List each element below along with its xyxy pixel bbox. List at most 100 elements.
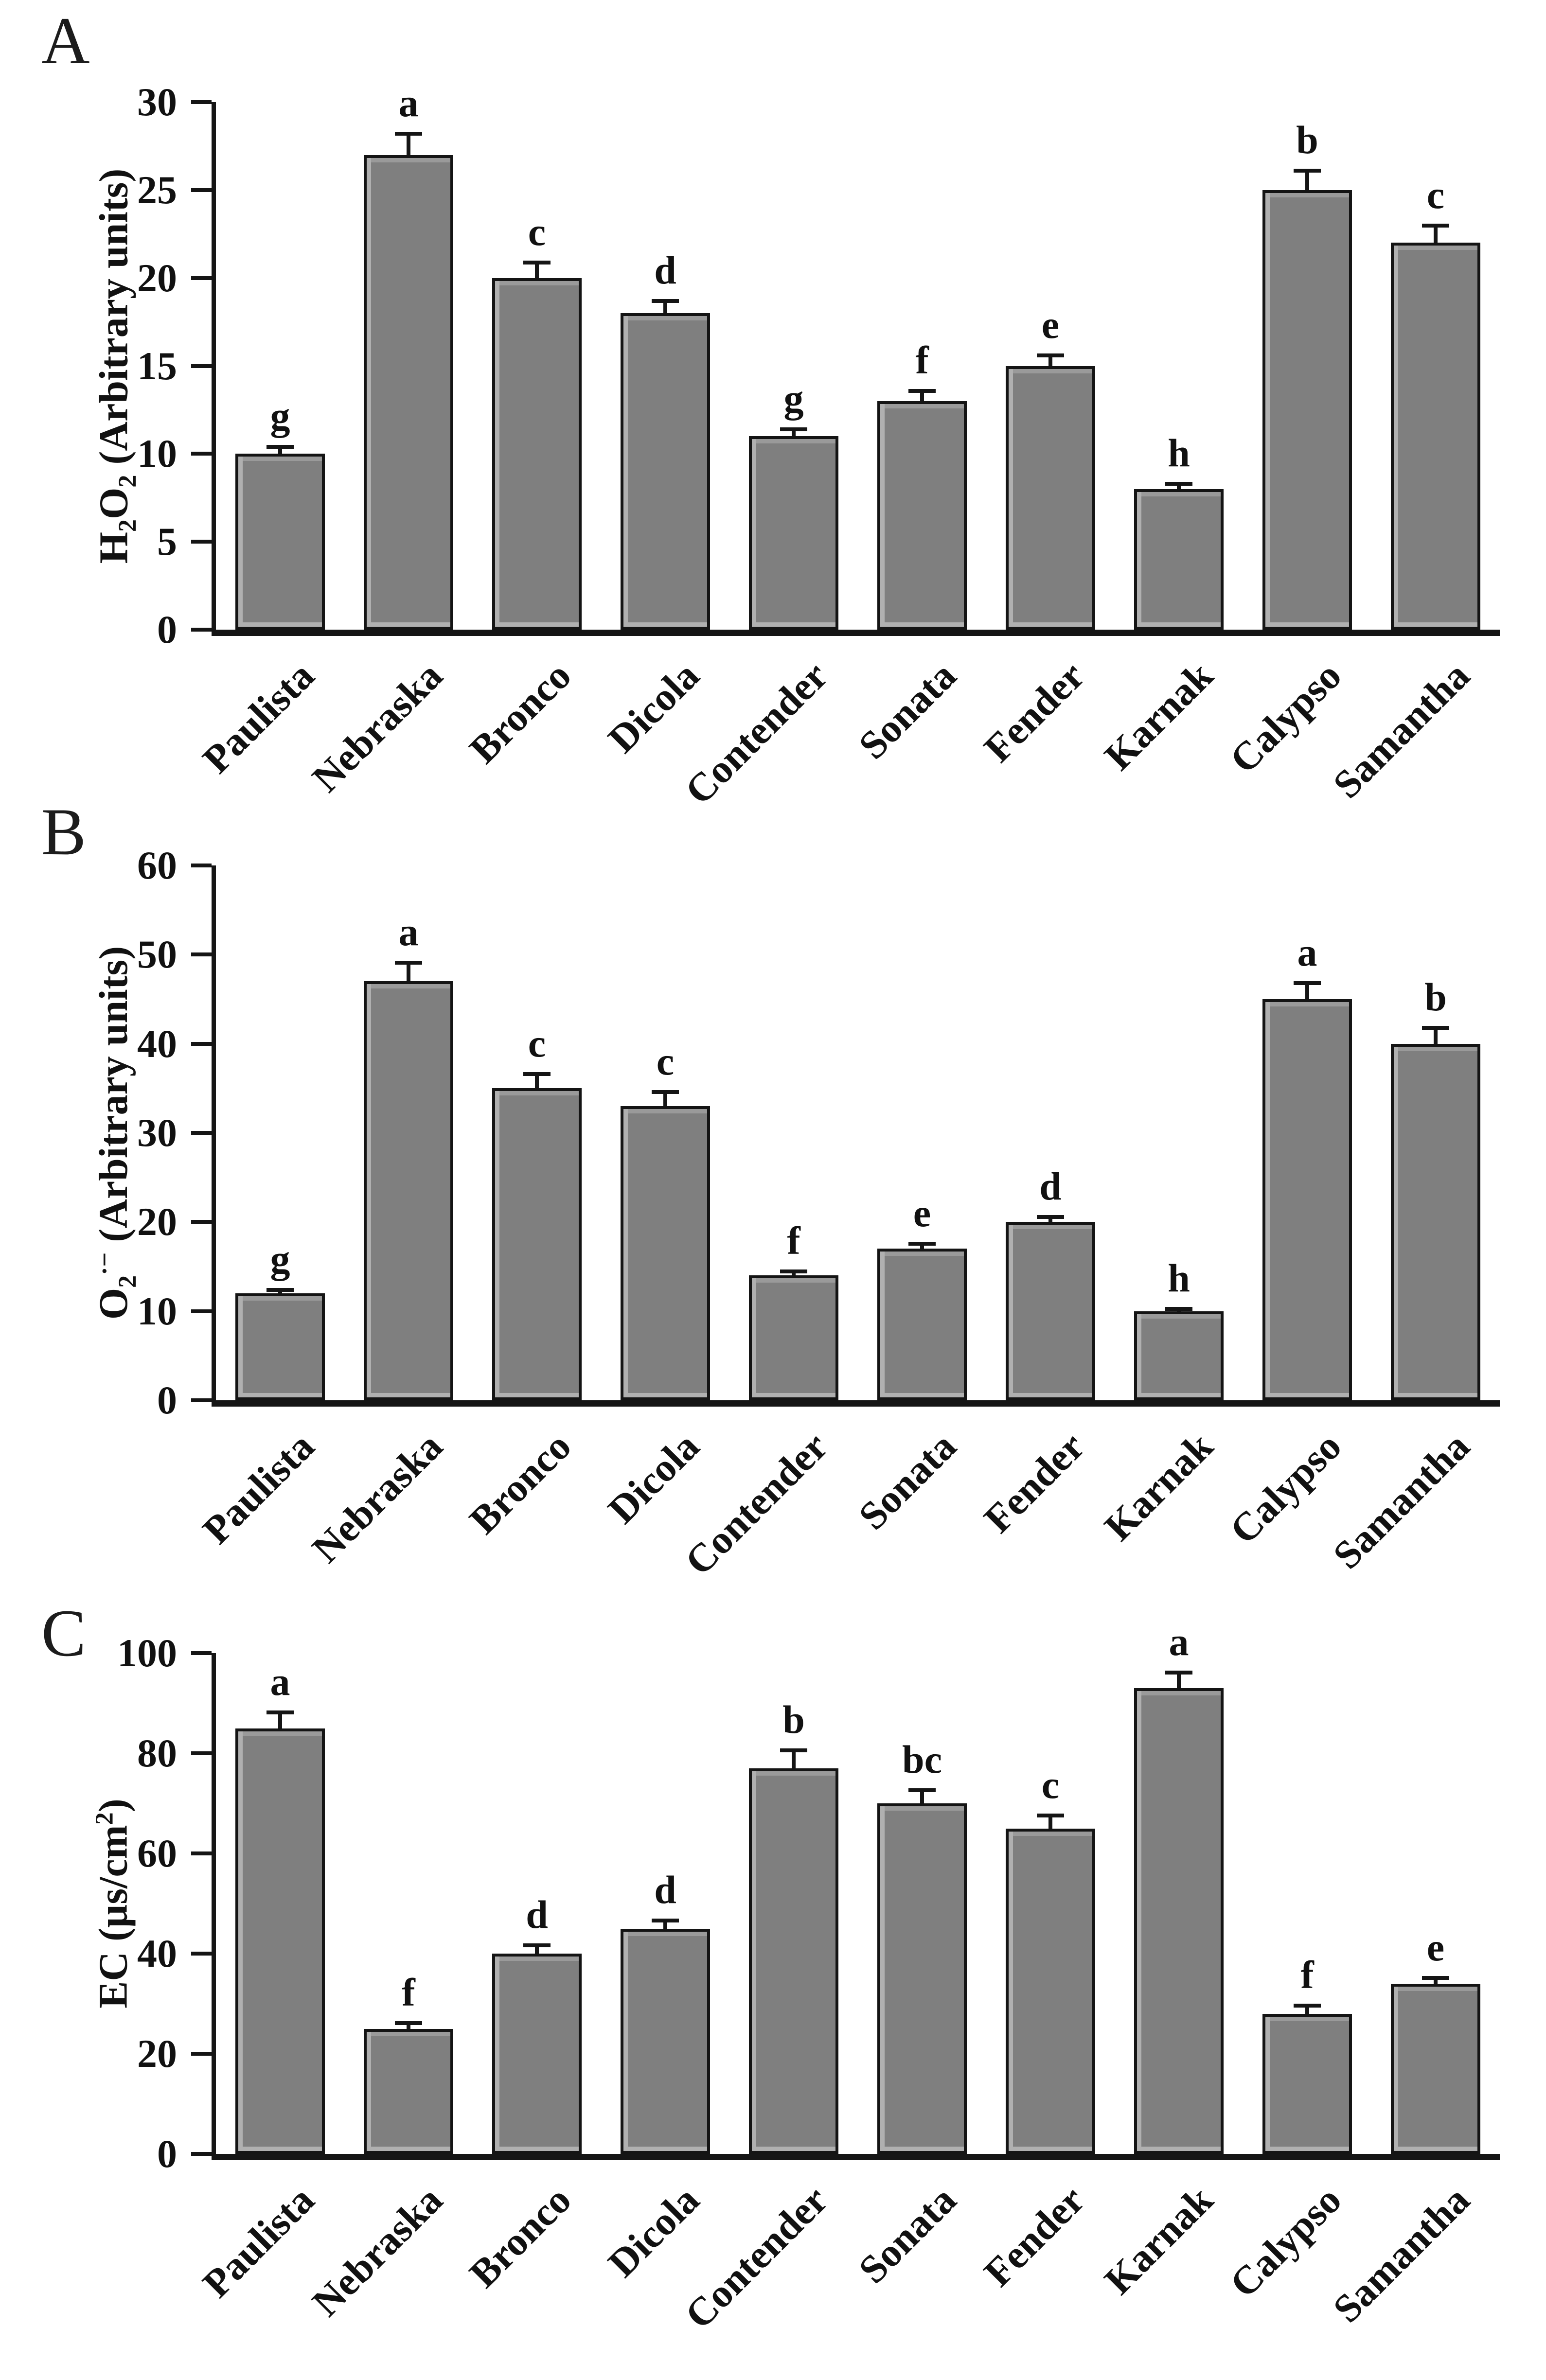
bar-slot: b xyxy=(1371,865,1500,1400)
y-axis-tick xyxy=(191,540,212,544)
bar-slot: c xyxy=(986,1653,1115,2154)
error-bar xyxy=(407,961,410,982)
y-axis-tick-label: 30 xyxy=(137,80,177,124)
error-bar-cap xyxy=(1422,223,1449,228)
bar-slot: d xyxy=(601,102,729,630)
x-axis-label: Fender xyxy=(975,2177,1093,2295)
y-axis-tick xyxy=(191,188,212,192)
x-axis-label: Calypso xyxy=(1221,653,1350,782)
bar xyxy=(1390,1043,1481,1400)
bar xyxy=(492,1954,582,2154)
error-bar xyxy=(663,299,667,313)
significance-letter: e xyxy=(1426,1925,1445,1970)
bar-slot: f xyxy=(858,102,986,630)
y-axis-tick-label: 40 xyxy=(137,1931,177,1975)
y-axis-tick-label: 15 xyxy=(137,343,177,388)
bar xyxy=(748,1768,839,2154)
y-axis-tick-label: 0 xyxy=(157,2132,177,2176)
error-bar-cap xyxy=(395,132,422,136)
bar xyxy=(877,401,967,630)
error-bar-cap xyxy=(1037,353,1064,358)
error-bar xyxy=(920,388,924,401)
x-axis-label: Calypso xyxy=(1221,2177,1350,2306)
plot-area-B: O2·− (Arbitrary units) 0 10 20 30 40 50 60 g Paul… xyxy=(91,846,1500,1584)
error-bar xyxy=(1177,1671,1181,1689)
significance-letter: h xyxy=(1168,431,1190,476)
significance-letter: e xyxy=(1041,302,1060,347)
error-bar-cap xyxy=(1422,1026,1449,1030)
bar xyxy=(1262,2013,1352,2154)
bar xyxy=(1390,1983,1481,2154)
error-bar-cap xyxy=(395,2021,422,2026)
bar-slot: g xyxy=(216,102,344,630)
y-axis-tick-label: 20 xyxy=(137,1199,177,1244)
x-axis-label: Karnak xyxy=(1096,1424,1222,1550)
significance-letter: c xyxy=(1426,172,1445,217)
error-bar-cap xyxy=(267,1288,294,1292)
error-bar xyxy=(535,1072,539,1089)
y-axis-tick xyxy=(191,100,212,104)
bar-slot: a xyxy=(344,865,473,1400)
error-bar xyxy=(1434,223,1438,243)
panel-C: C EC (µs/cm2) 0 20 40 60 80 100 a Paulista f Nebra… xyxy=(0,1587,1546,2380)
significance-letter: a xyxy=(398,81,419,125)
bar xyxy=(235,1293,325,1400)
bar-slot: f xyxy=(729,865,858,1400)
bar xyxy=(1005,1828,1096,2154)
bar xyxy=(877,1803,967,2154)
significance-letter: c xyxy=(528,209,546,254)
significance-letter: h xyxy=(1168,1255,1190,1300)
x-axis-label: Bronco xyxy=(461,653,580,772)
bar-slot: c xyxy=(473,865,601,1400)
plot-area-A: H2O2 (Arbitrary units) 0 5 10 15 20 25 30 g Pauli… xyxy=(91,82,1500,813)
x-axis-label: Dicola xyxy=(600,2177,708,2286)
bar-slot: h xyxy=(1115,865,1243,1400)
y-axis-label-segment: ) xyxy=(91,1798,136,1813)
y-axis-tick-label: 10 xyxy=(137,1288,177,1333)
error-bar-cap xyxy=(523,1943,551,1948)
x-axis-label: Samantha xyxy=(1324,2177,1478,2331)
significance-letter: d xyxy=(654,248,676,293)
error-bar-cap xyxy=(652,1090,679,1094)
bar-slot: a xyxy=(1115,1622,1243,2154)
plot-area-C: EC (µs/cm2) 0 20 40 60 80 100 a Paulista f Nebrask… xyxy=(91,1622,1500,2337)
bar-slot: c xyxy=(473,102,601,630)
y-axis-tick xyxy=(191,1952,212,1956)
y-axis-label-segment: O xyxy=(91,487,137,519)
significance-letter: e xyxy=(913,1190,931,1235)
bar-slot: b xyxy=(1243,102,1371,630)
bar-slot: e xyxy=(1371,1653,1500,2154)
y-axis-tick xyxy=(191,1751,212,1755)
significance-letter: g xyxy=(270,394,290,439)
error-bar xyxy=(535,260,539,278)
panel-letter-C: C xyxy=(41,1596,87,1670)
significance-letter: f xyxy=(1300,1953,1314,1997)
bar xyxy=(235,1728,325,2154)
x-axis-label: Bronco xyxy=(461,2177,580,2296)
bar-slot: f xyxy=(344,1653,473,2154)
bar xyxy=(1134,1688,1224,2154)
error-bar xyxy=(278,1710,282,1728)
error-bar xyxy=(1434,1026,1438,1044)
bar-slot: g xyxy=(729,102,858,630)
significance-letter: f xyxy=(787,1218,800,1263)
x-axis-label: Bronco xyxy=(461,1424,580,1543)
significance-letter: b xyxy=(1424,975,1447,1019)
y-axis-tick-label: 60 xyxy=(137,843,177,887)
bar xyxy=(748,436,839,630)
y-axis-tick xyxy=(191,1041,212,1046)
error-bar xyxy=(278,445,282,454)
x-axis-label: Sonata xyxy=(850,1424,965,1538)
y-axis-tick xyxy=(191,1398,212,1402)
significance-letter: f xyxy=(915,337,929,382)
significance-letter: c xyxy=(1041,1762,1060,1807)
error-bar-cap xyxy=(1294,169,1321,173)
error-bar-cap xyxy=(908,1241,936,1246)
x-axis-label: Calypso xyxy=(1221,1424,1350,1552)
error-bar-cap xyxy=(523,260,551,264)
error-bar-cap xyxy=(395,961,422,965)
y-axis-tick xyxy=(191,364,212,368)
bar-slot: e xyxy=(858,865,986,1400)
y-axis-tick xyxy=(191,864,212,867)
error-bar-cap xyxy=(1165,1671,1192,1675)
